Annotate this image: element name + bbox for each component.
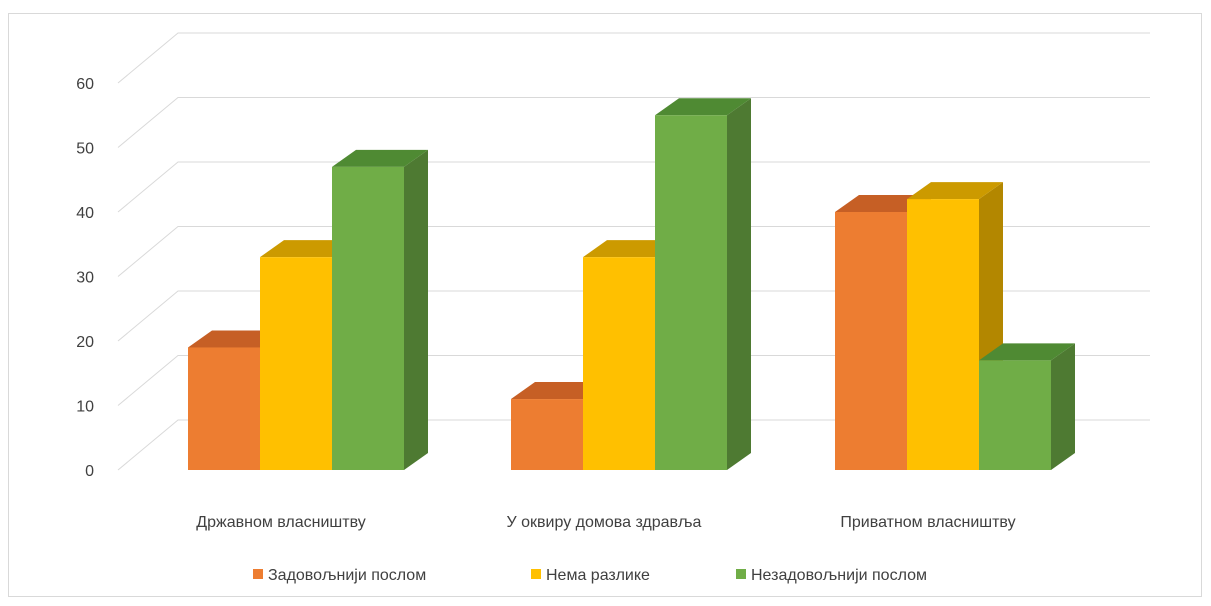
bar-1-3 — [332, 149, 428, 470]
bar-side-face — [404, 149, 428, 470]
legend-item-2: Нема разлике — [531, 567, 650, 584]
bar-front-face — [260, 257, 332, 470]
y-tick-label: 40 — [76, 205, 94, 222]
bar-front-face — [655, 115, 727, 470]
bar-top-face — [907, 182, 1003, 200]
gridline-0 — [117, 419, 1150, 471]
bar-front-face — [188, 347, 260, 470]
legend-item-1: Задовољнији послом — [253, 567, 426, 584]
gridline-20 — [117, 290, 1150, 342]
bar-front-face — [979, 360, 1051, 470]
y-axis-ticks: 0 10 20 30 40 50 60 — [76, 76, 94, 480]
bar-front-face — [583, 257, 655, 470]
legend-label: Задовољнији послом — [268, 567, 426, 584]
y-tick-label: 0 — [85, 463, 94, 480]
bar-side-face — [727, 98, 751, 470]
x-category-label: Приватном власништву — [840, 514, 1015, 531]
grid-layer — [117, 32, 1150, 471]
y-tick-label: 20 — [76, 334, 94, 351]
x-category-label: Државном власништву — [196, 514, 365, 531]
x-category-label: У оквиру домова здравља — [507, 514, 702, 531]
legend-swatch — [253, 569, 263, 579]
bar-top-face — [979, 343, 1075, 361]
legend-swatch — [531, 569, 541, 579]
legend-item-3: Незадовољнији послом — [736, 567, 927, 584]
bar-front-face — [511, 399, 583, 470]
gridline-40 — [117, 161, 1150, 213]
bar-top-face — [332, 149, 428, 167]
bar-top-face — [655, 98, 751, 116]
y-tick-label: 30 — [76, 270, 94, 287]
bar-3-3 — [979, 343, 1075, 470]
gridline-30 — [117, 226, 1150, 277]
gridline-50 — [117, 97, 1150, 148]
gridline-10 — [117, 355, 1150, 406]
gridline-60 — [117, 32, 1150, 84]
legend-swatch — [736, 569, 746, 579]
y-tick-label: 10 — [76, 399, 94, 416]
bar-front-face — [907, 199, 979, 470]
bars-layer — [188, 98, 1075, 470]
bar-front-face — [835, 212, 907, 470]
bar-front-face — [332, 166, 404, 470]
legend-label: Незадовољнији послом — [751, 567, 927, 584]
bar-2-3 — [655, 98, 751, 470]
legend: Задовољнији послом Нема разлике Незадовољн… — [253, 567, 927, 584]
category-labels: Државном власништву У оквиру домова здрав… — [196, 514, 1015, 531]
y-tick-label: 50 — [76, 141, 94, 158]
y-tick-label: 60 — [76, 76, 94, 93]
legend-label: Нема разлике — [546, 567, 650, 584]
bar-side-face — [1051, 343, 1075, 470]
